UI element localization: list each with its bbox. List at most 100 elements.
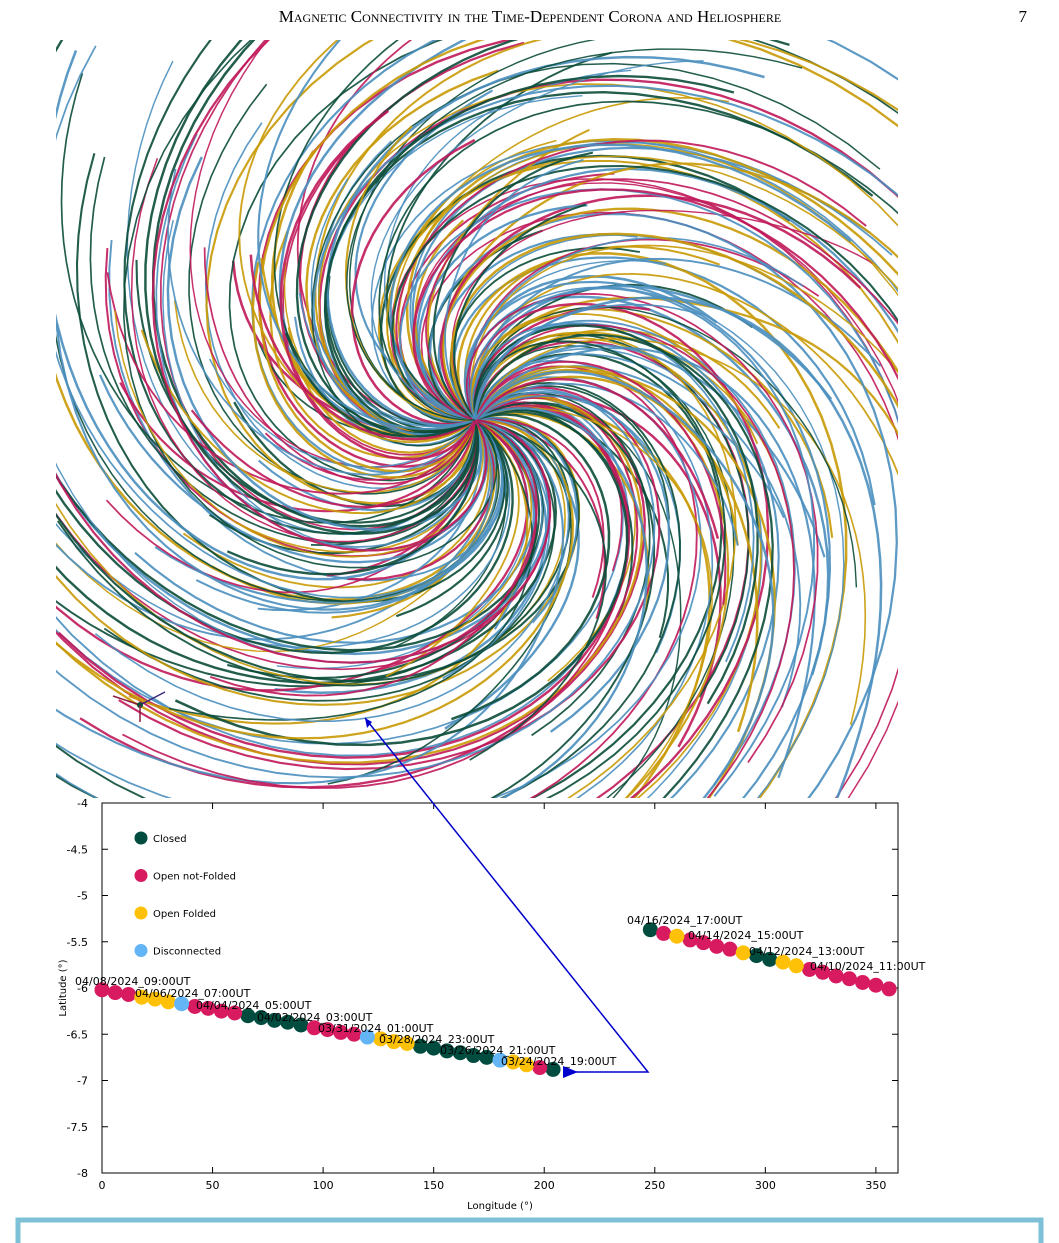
field-line [346,48,803,421]
field-line [395,419,509,618]
field-line [190,409,477,508]
y-tick-label: -7 [77,1075,88,1088]
field-line [412,188,898,422]
field-line [473,296,883,798]
field-line [258,40,898,473]
field-line [56,333,500,602]
x-tick-label: 250 [644,1179,665,1192]
field-line [249,254,476,441]
field-line [195,419,494,614]
date-annotation: 04/14/2024_15:00UT [688,929,804,942]
field-line [474,360,727,605]
field-line [167,168,476,476]
field-line [474,344,826,558]
field-line [228,40,898,482]
field-line [94,418,570,723]
field-line [474,407,648,798]
point [227,1005,243,1021]
field-line [57,417,572,687]
field-line [279,109,477,461]
field-line [144,40,480,535]
field-line [378,100,898,421]
point [359,1029,375,1045]
legend-marker [134,869,148,882]
x-tick-label: 200 [534,1179,555,1192]
field-line [474,324,795,798]
field-line [439,194,862,421]
field-line [474,418,606,620]
field-line [122,40,498,569]
field-line [56,359,714,798]
field-line [205,40,477,505]
y-tick-label: -5 [77,890,88,903]
point [492,1052,508,1068]
field-line [465,293,819,763]
date-annotation: 03/28/2024_23:00UT [379,1033,495,1046]
field-line [56,418,565,785]
field-line [425,178,898,421]
field-line [470,244,898,421]
field-line-render [56,40,898,798]
field-line [370,60,704,421]
field-line [311,62,881,447]
field-line [208,358,476,468]
field-line [226,419,480,576]
field-line [450,232,898,421]
field-line [473,283,753,421]
field-line [371,140,898,423]
field-line [411,146,871,421]
field-line [118,386,661,771]
y-tick-label: -6 [77,982,88,995]
field-line [474,377,720,539]
point [841,971,857,987]
date-annotation: 03/24/2024_19:00UT [501,1055,617,1068]
legend-marker [134,831,148,845]
y-tick-label: -5.5 [67,936,88,949]
field-line [391,164,898,422]
y-axis-label: Latitude (°) [58,959,69,1016]
date-annotation: 03/31/2024_01:00UT [318,1022,434,1035]
x-axis-label: Longitude (°) [467,1201,533,1212]
field-line [173,300,476,494]
field-line [189,40,476,469]
legend-marker [134,944,148,957]
field-line [428,419,533,647]
date-annotation: 04/06/2024_07:00UT [135,987,251,1000]
x-tick-label: 350 [865,1179,886,1192]
legend-label: Open Folded [153,909,216,920]
legend-label: Disconnected [153,947,221,958]
field-line [56,324,503,611]
field-line [432,151,594,421]
pointer-arrow [364,717,650,1078]
field-line [258,419,477,512]
field-line [399,188,898,424]
field-line [474,407,713,798]
field-line [119,382,477,513]
field-line [121,404,629,789]
point [881,981,897,997]
field-line [162,220,489,551]
x-tick-label: 0 [99,1179,106,1192]
field-line [56,352,723,798]
field-line [441,207,898,421]
y-tick-label: -6.5 [67,1028,88,1041]
y-tick-label: -8 [77,1167,88,1180]
field-line [474,401,682,798]
point [788,958,804,974]
field-line [56,45,498,599]
field-line [473,370,775,798]
point [735,945,751,961]
field-line [56,418,552,664]
field-line [450,413,611,721]
field-line [474,368,730,798]
field-line [474,390,671,733]
x-tick-label: 100 [313,1179,334,1192]
point [722,941,738,957]
field-line [103,419,556,702]
field-line [284,332,476,438]
point [868,977,884,993]
field-line [56,394,644,764]
field-line [474,345,735,798]
field-line [385,419,520,678]
field-line [56,388,656,779]
